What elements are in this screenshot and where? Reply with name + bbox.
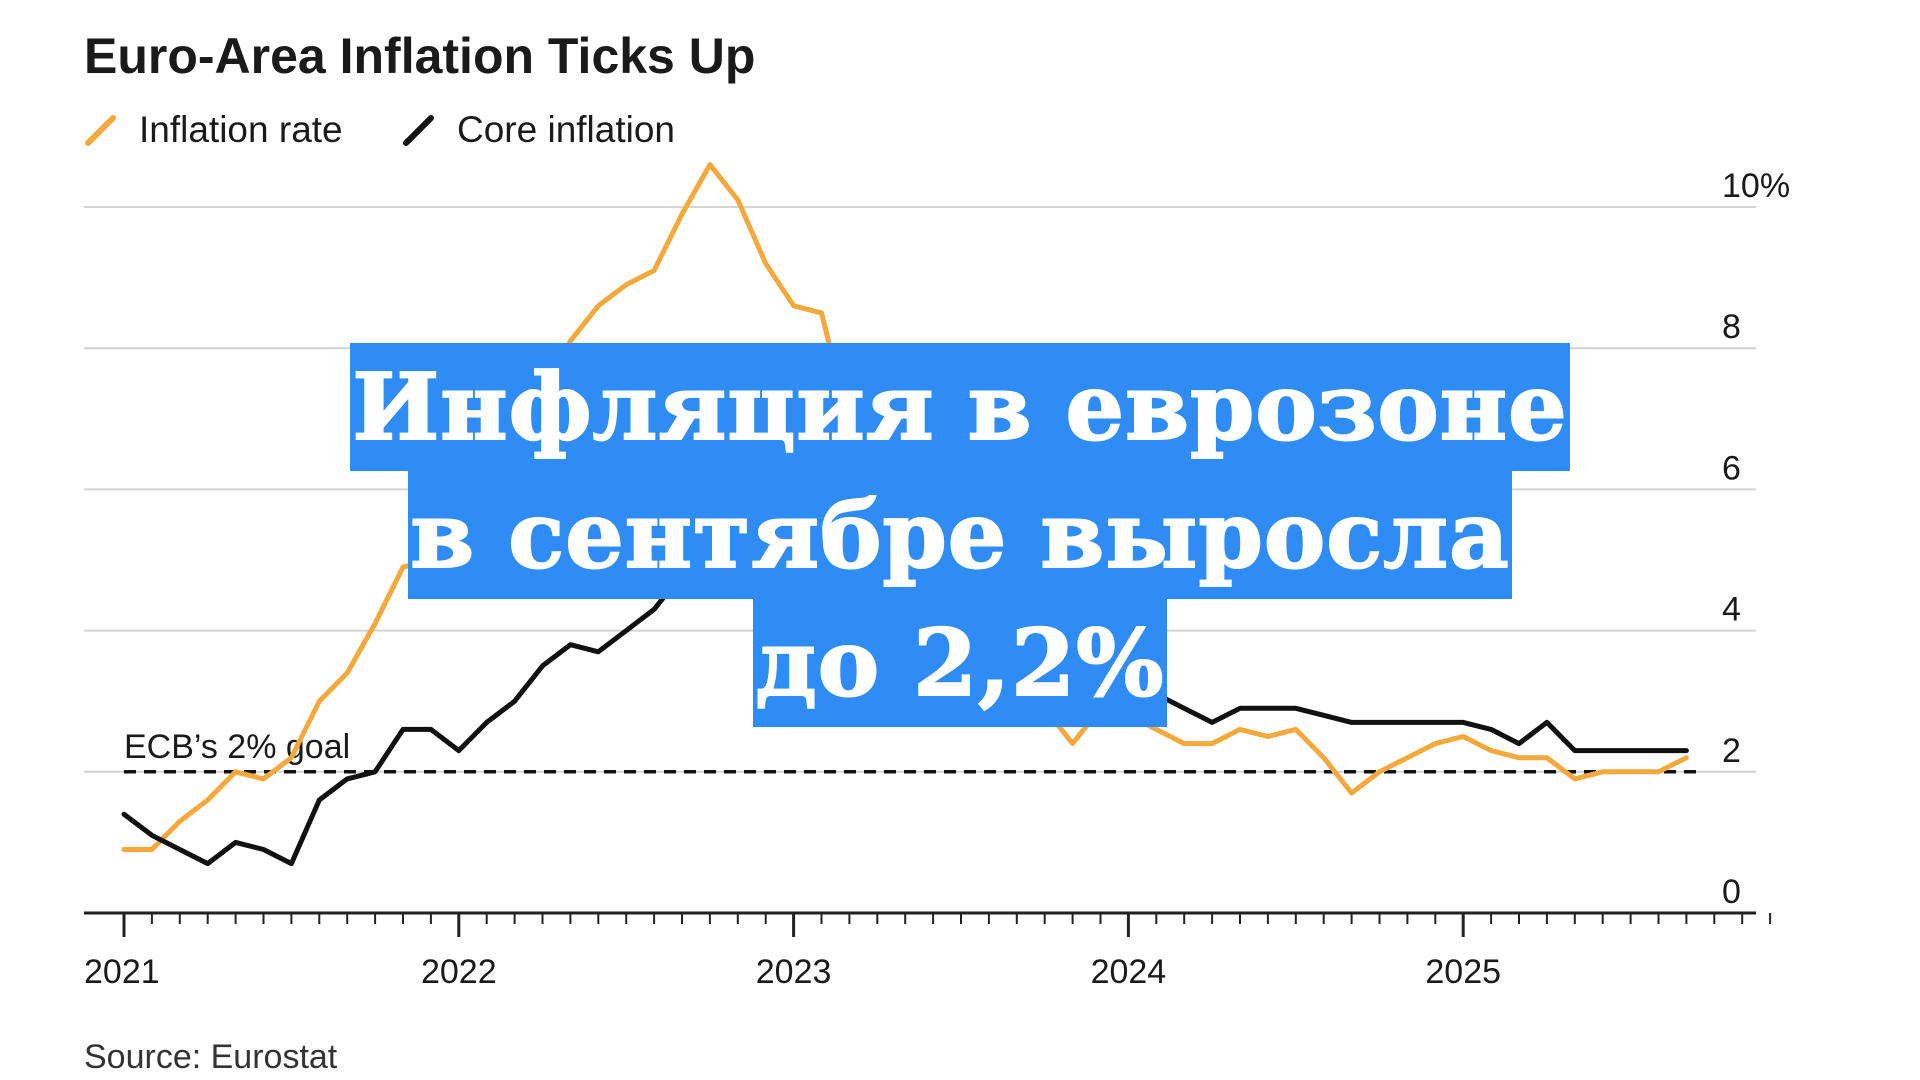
legend-label-inflation: Inflation rate <box>139 109 343 150</box>
headline-line-1: Инфляция в еврозоне <box>350 343 1570 471</box>
y-tick-label: 0 <box>1722 873 1741 911</box>
legend-label-core: Core inflation <box>457 109 675 150</box>
y-tick-label: 4 <box>1722 591 1741 629</box>
x-tick-label: 2025 <box>1425 953 1501 991</box>
goal-line-group: ECB’s 2% goal <box>124 728 1702 774</box>
headline-overlay: Инфляция в еврозоне в сентябре выросла д… <box>0 343 1920 727</box>
x-tick-label: 2024 <box>1091 953 1167 991</box>
y-tick-label: 8 <box>1722 308 1741 346</box>
legend: Inflation rate Core inflation <box>85 109 675 150</box>
x-axis: 2021 2022 2023 2024 2025 <box>84 911 1772 991</box>
y-axis-ticks: 0 2 4 6 8 10% <box>1722 167 1790 911</box>
source-note: Source: Eurostat <box>84 1038 338 1076</box>
legend-swatch-inflation <box>85 115 116 146</box>
legend-swatch-core <box>403 115 434 146</box>
goal-annotation: ECB’s 2% goal <box>124 728 350 766</box>
x-tick-label: 2023 <box>756 953 832 991</box>
y-tick-label: 10% <box>1722 167 1790 205</box>
chart-title: Euro-Area Inflation Ticks Up <box>84 28 755 84</box>
y-tick-label: 2 <box>1722 732 1741 770</box>
y-tick-label: 6 <box>1722 449 1741 487</box>
x-tick-label: 2021 <box>84 953 160 991</box>
headline-line-3: до 2,2% <box>753 599 1167 727</box>
x-tick-label: 2022 <box>421 953 497 991</box>
headline-line-2: в сентябре выросла <box>408 471 1512 599</box>
